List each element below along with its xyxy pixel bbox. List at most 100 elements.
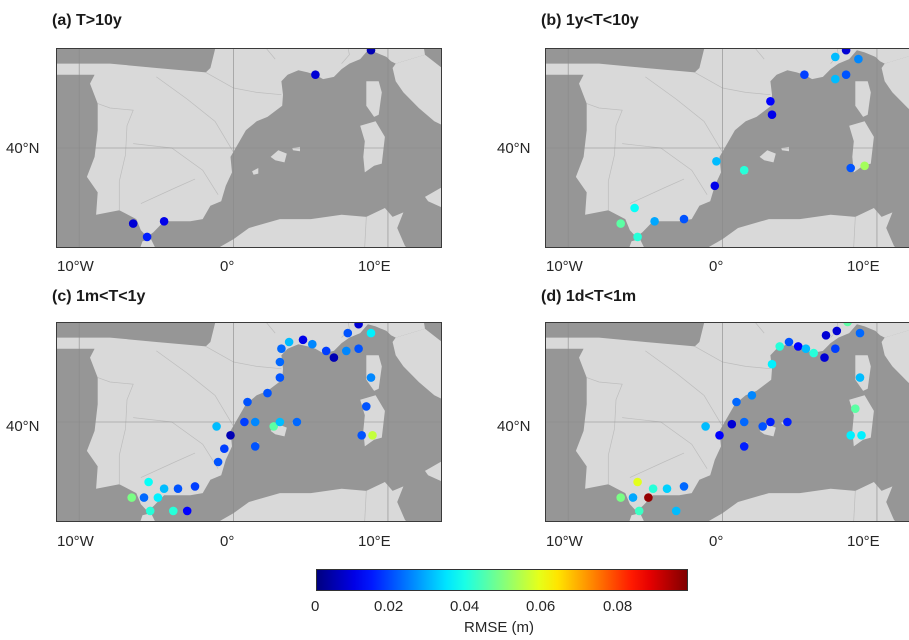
station-marker: [846, 163, 855, 173]
station-marker: [679, 214, 689, 224]
land-ibiza: [252, 168, 259, 175]
station-marker: [139, 493, 149, 502]
station-marker: [855, 373, 865, 382]
station-marker: [662, 484, 672, 493]
country-border: [364, 216, 367, 248]
country-border: [586, 103, 623, 211]
station-marker: [366, 48, 376, 55]
station-marker: [226, 431, 235, 440]
land-africa: [629, 482, 896, 522]
station-marker: [311, 70, 320, 79]
station-marker: [801, 344, 811, 353]
colorbar-tick: 0: [311, 598, 320, 615]
station-marker: [284, 337, 294, 347]
land-italyHeel: [881, 330, 909, 384]
land-corsica: [855, 355, 871, 391]
tick-40n-c: 40°N: [6, 418, 40, 435]
country-border: [694, 72, 771, 96]
land-corsica: [366, 355, 382, 391]
station-marker: [277, 344, 286, 353]
station-marker: [767, 110, 777, 119]
station-marker: [145, 506, 155, 516]
colorbar-tick: 0.06: [526, 598, 556, 615]
station-marker: [633, 232, 642, 242]
station-marker: [650, 217, 659, 226]
map-panel-d: [545, 322, 909, 522]
station-marker: [321, 346, 331, 356]
station-marker: [275, 357, 285, 367]
station-marker: [308, 339, 317, 349]
station-marker: [843, 322, 852, 327]
station-marker: [354, 344, 363, 353]
country-border: [341, 48, 350, 64]
station-marker: [128, 219, 138, 228]
map-panel-b: [545, 48, 909, 248]
tick-10e-d: 10°E: [847, 533, 880, 550]
colorbar-tick: 0.08: [603, 598, 633, 615]
station-marker: [159, 217, 169, 226]
land-menorca: [781, 146, 789, 152]
map-svg: [56, 48, 442, 248]
land-menorca: [292, 146, 300, 152]
country-border: [133, 143, 219, 195]
map-svg: [56, 322, 442, 522]
station-marker: [633, 477, 642, 487]
land-sardinia: [849, 121, 874, 173]
station-marker: [701, 422, 710, 431]
land-africa: [629, 208, 896, 248]
station-marker: [213, 457, 223, 467]
country-border: [140, 178, 196, 204]
station-marker: [679, 482, 689, 491]
station-marker: [644, 493, 653, 502]
panel-a-title: (a) T>10y: [52, 12, 122, 29]
land-africa: [140, 208, 407, 248]
station-marker: [712, 157, 721, 166]
station-marker: [727, 419, 737, 429]
station-marker: [821, 331, 831, 340]
station-marker: [793, 342, 803, 351]
station-marker: [857, 431, 866, 440]
station-marker: [634, 506, 644, 516]
country-border: [156, 350, 234, 427]
land-iberia: [545, 48, 909, 237]
tick-40n-a: 40°N: [6, 140, 40, 157]
station-marker: [357, 431, 367, 440]
station-marker: [841, 48, 851, 55]
country-border: [645, 350, 723, 427]
station-marker: [220, 444, 229, 453]
country-border: [629, 178, 685, 204]
land-sicily: [425, 187, 442, 208]
country-border: [140, 452, 196, 478]
station-marker: [800, 70, 809, 79]
land-italyHeel: [881, 56, 909, 110]
country-border: [694, 346, 771, 370]
tick-10w-c: 10°W: [57, 533, 94, 550]
station-marker: [846, 431, 855, 440]
station-marker: [767, 359, 777, 369]
country-border: [622, 143, 708, 195]
station-marker: [182, 506, 192, 516]
station-marker: [671, 506, 681, 516]
station-marker: [329, 353, 339, 362]
colorbar-tick: 0.04: [450, 598, 480, 615]
station-marker: [269, 422, 278, 431]
station-marker: [368, 431, 377, 440]
station-marker: [275, 373, 285, 382]
station-marker: [747, 391, 757, 400]
land-mallorca: [759, 150, 776, 163]
station-marker: [366, 373, 376, 382]
station-marker: [275, 417, 285, 427]
country-border: [754, 322, 765, 334]
country-border: [853, 490, 856, 522]
station-marker: [127, 493, 136, 502]
station-marker: [739, 417, 749, 427]
station-marker: [142, 232, 152, 242]
station-marker: [630, 203, 639, 213]
colorbar-label: RMSE (m): [464, 619, 534, 636]
map-svg: [545, 48, 909, 248]
country-border: [754, 48, 765, 60]
country-border: [205, 72, 282, 96]
station-marker: [854, 54, 863, 64]
country-border: [629, 452, 685, 478]
map-area-b: [545, 48, 909, 248]
